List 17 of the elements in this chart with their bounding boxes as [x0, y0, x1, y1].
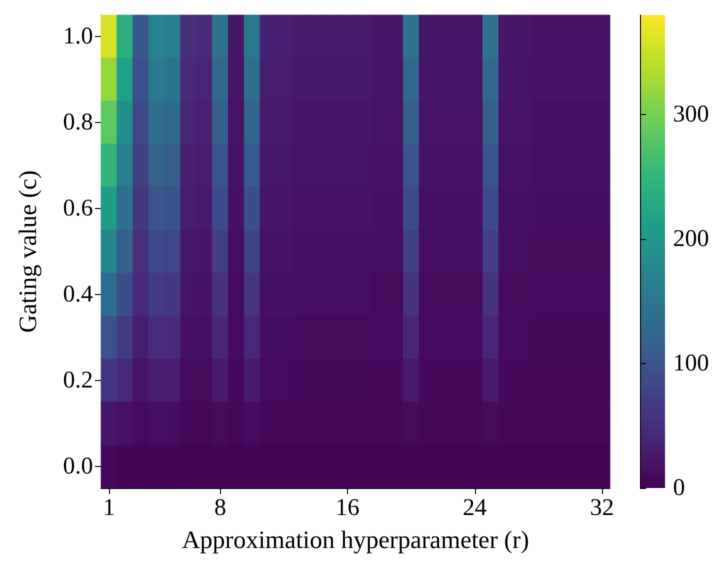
y-tick-label: 0.6	[63, 196, 93, 222]
x-tick-label: 24	[462, 495, 487, 521]
x-tick-label: 8	[214, 495, 226, 521]
x-tick-label: 16	[336, 495, 360, 521]
y-axis-title: Gating value (c)	[15, 170, 42, 333]
y-tick-label: 0.0	[63, 454, 93, 480]
y-tick-label: 0.4	[63, 282, 93, 308]
color-bar-label: 0	[673, 475, 685, 501]
y-tick-label: 1.0	[63, 24, 93, 50]
color-bar-label: 200	[673, 226, 709, 252]
x-axis-title: Approximation hyperparameter (r)	[182, 527, 530, 554]
y-tick-label: 0.8	[63, 110, 93, 136]
y-tick-label: 0.2	[63, 368, 93, 394]
color-bar-label: 100	[673, 350, 709, 377]
x-tick-label: 32	[590, 495, 614, 521]
color-bar-label: 300	[673, 102, 709, 128]
x-tick-label: 1	[102, 495, 115, 521]
